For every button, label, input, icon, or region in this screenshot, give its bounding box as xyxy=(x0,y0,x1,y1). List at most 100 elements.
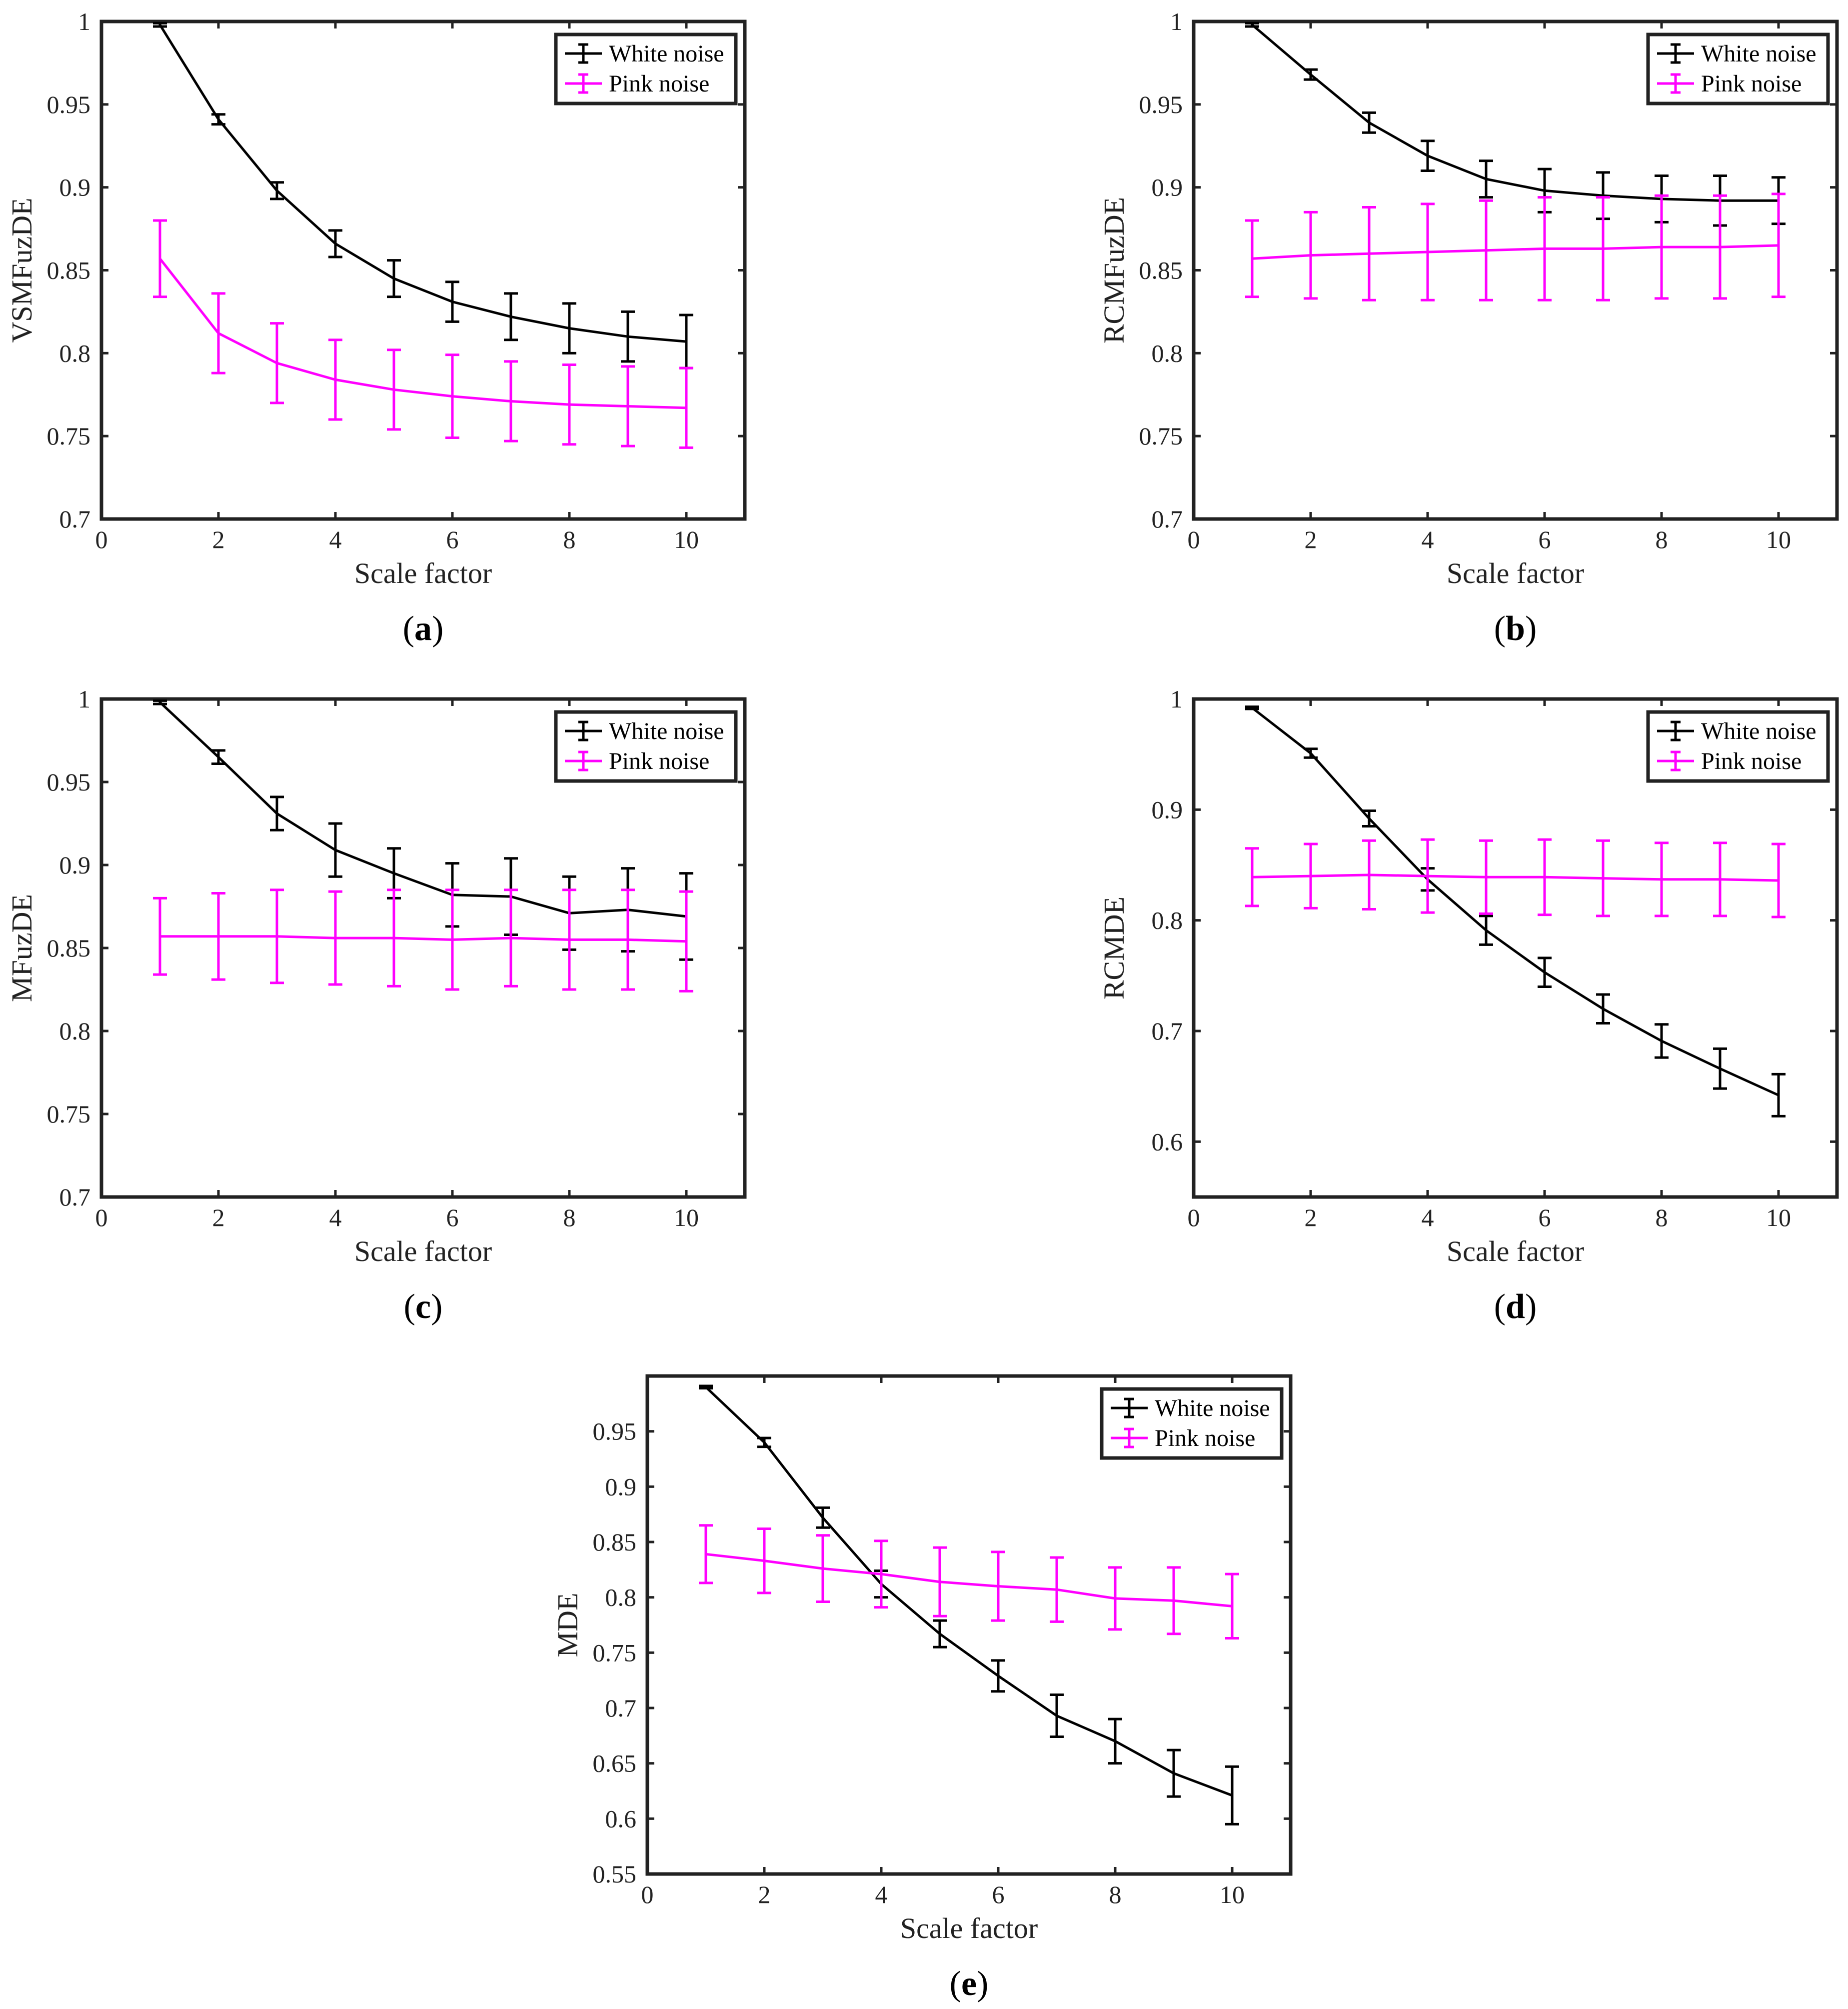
series-pink-noise xyxy=(699,1524,1239,1640)
panel-label-letter: d xyxy=(1506,1288,1525,1326)
panel-label: (d) xyxy=(1494,1288,1537,1326)
series-line xyxy=(160,935,687,943)
y-tick-label: 0.9 xyxy=(59,851,91,879)
panel-label-close-paren: ) xyxy=(432,610,443,648)
chart-panel-b: 0 2 4 6 8 10 0.7 0.75 0.8 0.85 0.9 0.95 1 Scale facto… xyxy=(1098,8,1839,648)
y-axis-label: MDE xyxy=(551,1593,584,1658)
y-tick-label: 0.7 xyxy=(59,505,91,533)
y-tick-label: 1 xyxy=(78,685,90,713)
y-tick-label: 0.7 xyxy=(605,1694,637,1722)
x-axis-label: Scale factor xyxy=(354,1235,492,1268)
y-tick-label: 0.75 xyxy=(47,422,91,450)
x-tick-label: 6 xyxy=(1539,526,1551,554)
plot-frame xyxy=(1192,697,1839,1199)
x-tick-label: 4 xyxy=(329,1204,342,1232)
y-tick-label: 0.75 xyxy=(47,1100,91,1128)
legend-entry-label: White noise xyxy=(609,718,724,744)
chart-panel-a: 0 2 4 6 8 10 0.7 0.75 0.8 0.85 0.9 0.95 1 Scale facto… xyxy=(5,8,747,648)
plot-frame xyxy=(645,1374,1293,1876)
panel-label-open-paren: ( xyxy=(403,610,414,648)
x-tick-label: 2 xyxy=(1305,1204,1317,1232)
x-tick-label: 0 xyxy=(95,526,108,554)
x-tick-label: 2 xyxy=(1305,526,1317,554)
x-tick-label: 4 xyxy=(875,1880,888,1908)
series-white-noise xyxy=(1245,705,1786,1118)
legend: White noise Pink noise xyxy=(1646,710,1830,783)
legend: White noise Pink noise xyxy=(1100,1387,1284,1460)
x-tick-label: 4 xyxy=(329,526,342,554)
x-tick-label: 2 xyxy=(758,1880,771,1908)
x-tick-label: 10 xyxy=(674,1204,699,1232)
panel-label-close-paren: ) xyxy=(1525,1288,1537,1326)
series-white-noise xyxy=(153,22,693,370)
y-tick-label: 0.85 xyxy=(47,934,91,962)
x-axis-label: Scale factor xyxy=(1447,557,1584,590)
x-tick-label: 6 xyxy=(446,1204,459,1232)
chart-panel-e: 0 2 4 6 8 10 0.55 0.6 0.65 0.7 0.75 0.8 0.85 0.9 0.95 S… xyxy=(551,1374,1293,2003)
y-axis-label: VSMFuzDE xyxy=(5,198,38,342)
legend-entry-label: White noise xyxy=(1701,40,1817,67)
y-tick-label: 0.85 xyxy=(47,256,91,284)
series-line xyxy=(705,1386,1233,1797)
y-tick-label: 0.9 xyxy=(1152,174,1183,202)
panel-label-open-paren: ( xyxy=(1494,610,1506,648)
y-tick-label: 0.7 xyxy=(59,1183,91,1211)
y-tick-label: 0.8 xyxy=(1152,339,1183,367)
x-tick-label: 6 xyxy=(1539,1204,1551,1232)
x-tick-label: 4 xyxy=(1422,1204,1434,1232)
legend-entry-label: Pink noise xyxy=(609,70,709,97)
x-tick-label: 6 xyxy=(446,526,459,554)
x-tick-label: 0 xyxy=(641,1880,654,1908)
series-line xyxy=(705,1552,1233,1608)
legend-entry-label: Pink noise xyxy=(1701,70,1802,97)
y-tick-label: 0.75 xyxy=(593,1638,637,1666)
panel-label-letter: c xyxy=(415,1288,431,1326)
series-line xyxy=(1251,24,1779,202)
series-line xyxy=(158,24,687,343)
y-tick-label: 1 xyxy=(1170,8,1183,36)
series-pink-noise xyxy=(1245,838,1786,918)
y-tick-label: 0.95 xyxy=(47,90,91,118)
series-line xyxy=(1251,706,1780,1096)
panel-label: (a) xyxy=(403,610,444,648)
x-tick-label: 0 xyxy=(1188,526,1200,554)
x-tick-label: 0 xyxy=(95,1204,108,1232)
panel-label-letter: e xyxy=(961,1964,977,2003)
y-tick-label: 0.9 xyxy=(59,174,91,202)
x-tick-label: 8 xyxy=(1656,526,1668,554)
legend-box xyxy=(1646,710,1830,783)
legend: White noise Pink noise xyxy=(554,710,738,783)
x-axis-label: Scale factor xyxy=(354,557,492,590)
chart-panel-c: 0 2 4 6 8 10 0.7 0.75 0.8 0.85 0.9 0.95 1 Scale facto… xyxy=(5,685,747,1326)
x-tick-label: 10 xyxy=(1766,1204,1791,1232)
legend-entry-label: Pink noise xyxy=(1155,1425,1255,1452)
panel-label-letter: a xyxy=(414,610,432,648)
panel-label-close-paren: ) xyxy=(977,1964,988,2003)
legend-entry-label: White noise xyxy=(1701,718,1817,744)
panel-label: (e) xyxy=(950,1964,989,2003)
y-axis-label: MFuzDE xyxy=(5,894,38,1002)
x-tick-label: 0 xyxy=(1188,1204,1200,1232)
series-line xyxy=(159,701,687,918)
x-tick-label: 4 xyxy=(1422,526,1434,554)
x-tick-label: 10 xyxy=(1766,526,1791,554)
x-tick-label: 10 xyxy=(1220,1880,1245,1908)
x-tick-label: 8 xyxy=(1109,1880,1122,1908)
series-line xyxy=(1252,244,1779,260)
legend-entry-label: Pink noise xyxy=(1701,748,1802,774)
y-tick-label: 0.85 xyxy=(1139,256,1183,284)
y-tick-label: 0.7 xyxy=(1152,505,1183,533)
legend-entry-label: White noise xyxy=(1155,1395,1270,1422)
legend-entry-label: Pink noise xyxy=(609,748,709,774)
y-tick-label: 1 xyxy=(78,8,90,36)
y-tick-label: 0.95 xyxy=(47,768,91,796)
x-axis-label: Scale factor xyxy=(1447,1235,1584,1268)
panel-label: (c) xyxy=(404,1288,443,1326)
y-tick-label: 0.95 xyxy=(593,1418,637,1446)
y-tick-label: 0.9 xyxy=(605,1472,637,1500)
series-pink-noise xyxy=(1245,192,1786,302)
x-tick-label: 8 xyxy=(563,526,576,554)
panel-label-close-paren: ) xyxy=(431,1288,442,1326)
y-tick-label: 0.6 xyxy=(605,1804,637,1832)
